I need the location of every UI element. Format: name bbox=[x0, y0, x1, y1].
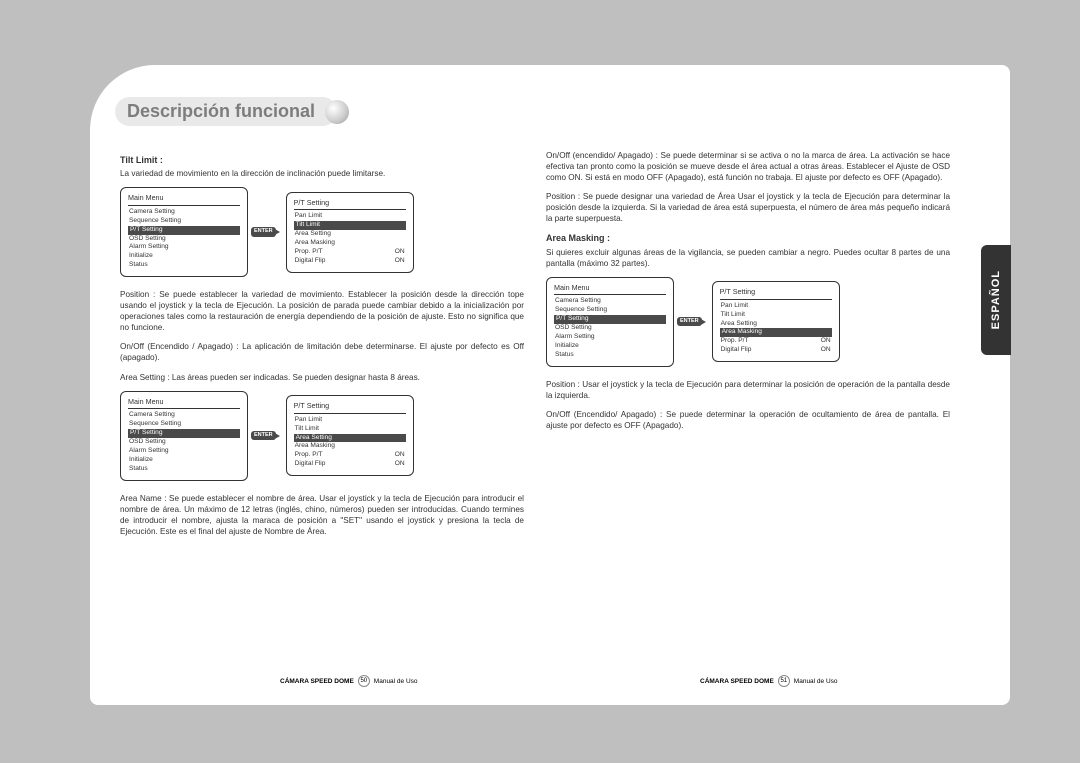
arrow-right-icon bbox=[273, 228, 280, 236]
onoff-paragraph: On/Off (Encendido / Apagado) : La aplica… bbox=[120, 341, 524, 363]
menu-diagram-tilt: Main Menu Camera SettingSequence Setting… bbox=[120, 187, 524, 277]
enter-arrow: ENTER bbox=[254, 227, 280, 236]
pt-menu-box-3: P/T Setting Pan LimitTilt LimitArea Sett… bbox=[712, 281, 840, 362]
menu-diagram-mask: Main Menu Camera SettingSequence Setting… bbox=[546, 277, 950, 367]
menu-item: OSD Setting bbox=[128, 438, 240, 447]
menu-item: P/T Setting bbox=[128, 226, 240, 235]
footer-left: CÁMARA SPEED DOME 50 Manual de Uso bbox=[280, 675, 418, 687]
header-ornament bbox=[325, 100, 349, 124]
menu-item: Area Masking bbox=[720, 328, 832, 337]
menu-item: Alarm Setting bbox=[128, 243, 240, 252]
page-number-right: 51 bbox=[778, 675, 790, 687]
onoff-area-paragraph: On/Off (encendido/ Apagado) : Se puede d… bbox=[546, 150, 950, 183]
menu-item: Prop. P/TON bbox=[720, 337, 832, 346]
page-number-left: 50 bbox=[358, 675, 370, 687]
main-menu-box-2: Main Menu Camera SettingSequence Setting… bbox=[120, 391, 248, 481]
arrow-right-icon bbox=[273, 432, 280, 440]
menu-item: Area Masking bbox=[294, 239, 406, 248]
menu-item: Initialize bbox=[554, 342, 666, 351]
left-column: Tilt Limit : La variedad de movimiento e… bbox=[120, 150, 524, 545]
menu-item: Initialize bbox=[128, 252, 240, 261]
menu-item: Area Masking bbox=[294, 442, 406, 451]
page-sheet: Descripción funcional ESPAÑOL Tilt Limit… bbox=[90, 65, 1010, 705]
tilt-limit-subtitle: La variedad de movimiento en la direcció… bbox=[120, 168, 524, 179]
menu-item: Pan Limit bbox=[720, 302, 832, 311]
menu-item: Area Setting bbox=[720, 320, 832, 329]
menu-item: Camera Setting bbox=[554, 297, 666, 306]
menu-item: Area Setting bbox=[294, 434, 406, 443]
menu-item: Area Setting bbox=[294, 230, 406, 239]
arrow-right-icon bbox=[699, 318, 706, 326]
enter-arrow-3: ENTER bbox=[680, 317, 706, 326]
footer-right: CÁMARA SPEED DOME 51 Manual de Uso bbox=[700, 675, 838, 687]
menu-item: OSD Setting bbox=[128, 235, 240, 244]
enter-arrow-2: ENTER bbox=[254, 431, 280, 440]
pt-menu-box-2: P/T Setting Pan LimitTilt LimitArea Sett… bbox=[286, 395, 414, 476]
page-title: Descripción funcional bbox=[115, 97, 337, 126]
menu-item: Status bbox=[128, 261, 240, 270]
area-masking-subtitle: Si quieres excluir algunas áreas de la v… bbox=[546, 247, 950, 269]
position-area-paragraph: Position : Se puede designar una varieda… bbox=[546, 191, 950, 224]
menu-item: Status bbox=[128, 465, 240, 474]
content-columns: Tilt Limit : La variedad de movimiento e… bbox=[120, 150, 950, 545]
menu-item: Camera Setting bbox=[128, 208, 240, 217]
tilt-limit-title: Tilt Limit : bbox=[120, 154, 524, 166]
area-name-paragraph: Area Name : Se puede establecer el nombr… bbox=[120, 493, 524, 537]
page-header: Descripción funcional bbox=[115, 97, 349, 126]
menu-item: Pan Limit bbox=[294, 212, 406, 221]
menu-item: Alarm Setting bbox=[128, 447, 240, 456]
menu-diagram-area: Main Menu Camera SettingSequence Setting… bbox=[120, 391, 524, 481]
menu-item: Pan Limit bbox=[294, 416, 406, 425]
menu-item: Sequence Setting bbox=[128, 217, 240, 226]
mask-position-paragraph: Position : Usar el joystick y la tecla d… bbox=[546, 379, 950, 401]
menu-item: OSD Setting bbox=[554, 324, 666, 333]
mask-onoff-paragraph: On/Off (Encendido/ Apagado) : Se puede d… bbox=[546, 409, 950, 431]
right-column: On/Off (encendido/ Apagado) : Se puede d… bbox=[546, 150, 950, 545]
menu-item: Tilt Limit bbox=[294, 425, 406, 434]
menu-item: Alarm Setting bbox=[554, 333, 666, 342]
position-paragraph: Position : Se puede establecer la varied… bbox=[120, 289, 524, 333]
menu-item: P/T Setting bbox=[128, 429, 240, 438]
main-menu-box: Main Menu Camera SettingSequence Setting… bbox=[120, 187, 248, 277]
pt-menu-box: P/T Setting Pan LimitTilt LimitArea Sett… bbox=[286, 192, 414, 273]
language-tab: ESPAÑOL bbox=[981, 245, 1011, 355]
menu-item: Camera Setting bbox=[128, 411, 240, 420]
menu-item: Digital FlipON bbox=[720, 346, 832, 355]
area-setting-title: Area Setting : Las áreas pueden ser indi… bbox=[120, 372, 524, 383]
menu-item: Sequence Setting bbox=[128, 420, 240, 429]
menu-item: Sequence Setting bbox=[554, 306, 666, 315]
menu-item: P/T Setting bbox=[554, 315, 666, 324]
menu-item: Tilt Limit bbox=[294, 221, 406, 230]
menu-item: Status bbox=[554, 351, 666, 360]
menu-item: Initialize bbox=[128, 456, 240, 465]
menu-item: Digital FlipON bbox=[294, 257, 406, 266]
menu-item: Tilt Limit bbox=[720, 311, 832, 320]
menu-item: Prop. P/TON bbox=[294, 451, 406, 460]
main-menu-box-3: Main Menu Camera SettingSequence Setting… bbox=[546, 277, 674, 367]
menu-item: Digital FlipON bbox=[294, 460, 406, 469]
menu-item: Prop. P/TON bbox=[294, 248, 406, 257]
area-masking-title: Area Masking : bbox=[546, 232, 950, 244]
